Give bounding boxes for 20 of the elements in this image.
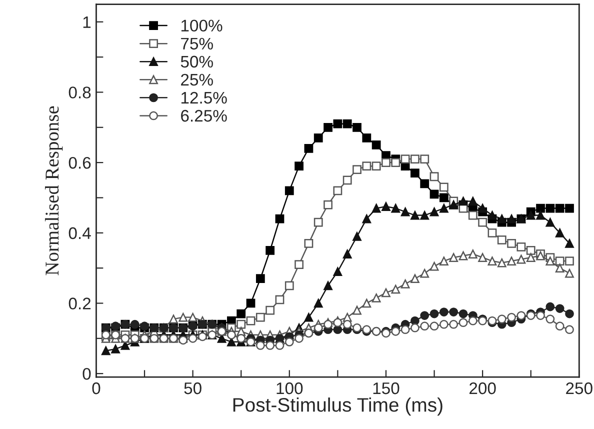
- x-tick-label: 100: [276, 382, 303, 394]
- y-tick-label: 0.4: [68, 227, 91, 240]
- legend-label: 50%: [180, 56, 213, 68]
- legend-label: 75%: [181, 38, 213, 50]
- legend-label: 100%: [181, 20, 222, 32]
- y-tick-label: 0.2: [68, 298, 91, 310]
- x-tick-label: 0: [92, 382, 100, 394]
- legend-label: 25%: [181, 74, 213, 86]
- x-tick-label: 250: [566, 382, 592, 394]
- y-tick-label: 0.6: [68, 156, 91, 169]
- x-axis-title: Post-Stimulus Time (ms): [233, 397, 442, 416]
- y-tick-label: 0: [82, 368, 91, 380]
- legend-label: 6.25%: [181, 110, 227, 122]
- y-tick-label: 0.8: [68, 86, 91, 98]
- x-tick-label: 150: [373, 382, 400, 394]
- y-tick-label: 1: [83, 16, 91, 28]
- legend-label: 12.5%: [181, 92, 227, 104]
- y-axis-title: Normalised Response: [45, 106, 63, 276]
- x-tick-label: 200: [470, 382, 496, 394]
- x-tick-label: 50: [184, 382, 202, 394]
